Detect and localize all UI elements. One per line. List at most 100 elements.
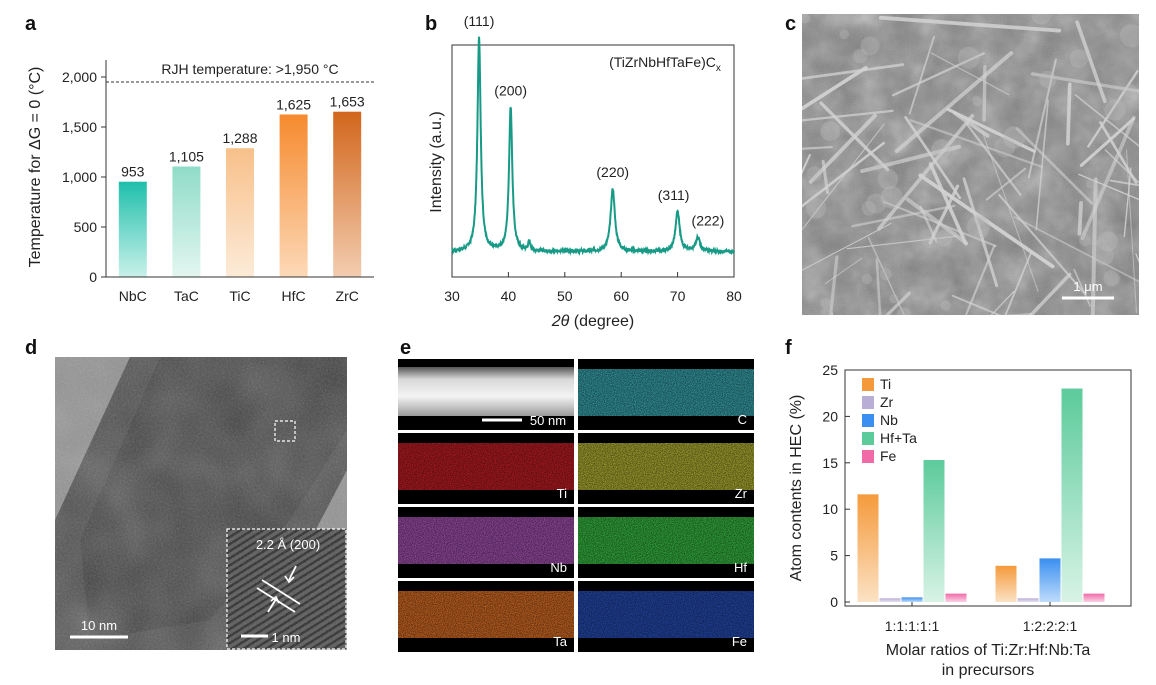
chart-a-reference-label: RJH temperature: >1,950 °C [161,61,338,77]
chart-f-legend-swatch [862,450,874,463]
panel-label-f: f [785,337,792,359]
chart-a-data-label: 1,625 [276,97,311,113]
eds-map-label: Ti [557,486,567,501]
chart-a-data-label: 1,288 [222,130,257,146]
tem-image: 10 nm 2.2 Å (200) 1 nm [55,357,347,650]
chart-f-bar-zr [879,598,901,602]
eds-map-label: Zr [735,486,748,501]
chart-f-bar-ti [995,565,1017,602]
chart-b-title-main: (TiZrNbHfTaFe)C [609,54,716,70]
eds-map-zr: Zr [578,433,754,504]
tem-inset-label: 2.2 Å (200) [256,537,320,552]
chart-b-title: (TiZrNbHfTaFe)Cx [609,54,721,74]
chart-b-xtick-label: 70 [670,288,686,304]
chart-a-bar-tic [226,148,254,277]
chart-f-legend-swatch [862,396,874,409]
chart-f-xtick-label: 1:2:2:2:1 [1023,618,1078,634]
chart-a-xtick-label: TiC [229,288,250,304]
chart-f-bar-hfta [1061,388,1083,602]
chart-f-ytick-label: 5 [830,548,838,564]
tem-inset-scalebar-label: 1 nm [272,630,301,645]
chart-f-ylabel: Atom contents in HEC (%) [788,395,805,582]
eds-map-nb: Nb [398,507,574,578]
chart-a-xtick-label: HfC [282,288,306,304]
chart-f-bar-nb [901,597,923,602]
chart-f-ytick-label: 0 [830,594,838,610]
chart-b-xtick-label: 40 [501,288,517,304]
chart-b-title-sub: x [716,63,721,74]
chart-f-legend-swatch [862,414,874,427]
chart-f-bar-nb [1039,558,1061,602]
chart-f-ytick-label: 15 [822,455,838,471]
chart-a-bar: Temperature for ΔG = 0 (°C) 0 500 1,000 1,5… [27,60,374,304]
eds-map-haadf [398,359,574,430]
chart-b-peak-label: (111) [464,13,495,29]
eds-scalebar-label: 50 nm [530,413,566,428]
chart-a-ylabel: Temperature for ΔG = 0 (°C) [27,67,44,268]
chart-f-bar-ti [857,494,879,602]
chart-b-xtick-label: 80 [726,288,742,304]
tem-selection-box [274,420,296,442]
chart-f-legend-swatch [862,378,874,391]
chart-a-ytick-label: 2,000 [62,69,97,85]
chart-a-bar-tac [172,166,201,277]
panel-label-b: b [425,13,437,35]
chart-a-bar-zrc [333,111,362,277]
chart-f-legend-label: Fe [880,448,897,464]
panel-label-a: a [25,13,37,35]
eds-map-hf: Hf [578,507,754,578]
chart-a-data-label: 1,105 [169,149,204,165]
chart-a-reference: RJH temperature: >1,950 °C [106,61,374,83]
chart-b-frame [451,44,735,278]
chart-f-legend: Ti Zr Nb Hf+Ta Fe [862,376,917,464]
chart-a-ytick-label: 0 [89,269,97,285]
panel-label-e: e [400,337,411,359]
chart-f-bar-zr [1017,598,1039,602]
tem-inset: 2.2 Å (200) 1 nm [226,528,347,650]
chart-f-bar: Atom contents in HEC (%) 0 5 10 15 20 25 1:1:1… [788,362,1132,679]
chart-a-xtick-label: TaC [174,288,199,304]
chart-f-xtick-label: 1:1:1:1:1 [885,618,940,634]
chart-b-xtick-label: 50 [557,288,573,304]
eds-map-ti: Ti [398,433,574,504]
sem-scalebar-label: 1 μm [1073,279,1102,294]
chart-b-xlabel-italic: 2θ [551,313,570,330]
chart-f-bar-fe [1083,593,1105,602]
eds-map-label: Nb [550,560,567,575]
chart-f-legend-label: Hf+Ta [880,430,917,446]
chart-b-peak-label: (220) [596,164,629,180]
chart-b-peak-label: (200) [494,83,527,99]
chart-b-xtick-label: 60 [613,288,629,304]
chart-b-peak-label: (311) [658,187,690,203]
chart-f-bar-fe [945,593,967,602]
tem-scalebar-label: 10 nm [81,618,117,633]
tem-arrow-icon [267,598,277,613]
chart-a-xtick-label: NbC [119,288,147,304]
chart-f-legend-swatch [862,432,874,445]
eds-map-label: Ta [553,634,568,649]
tem-arrow-icon [288,565,297,581]
chart-a-ytick-label: 1,500 [62,119,97,135]
chart-b-series-line [451,36,735,257]
chart-f-ytick-label: 25 [822,362,838,378]
chart-a-data-label: 1,653 [330,94,365,110]
chart-a-bar-nbc [118,181,147,277]
chart-b-xtick-label: 30 [444,288,460,304]
eds-map-fe: Fe [578,581,754,652]
chart-f-ytick-label: 10 [822,501,838,517]
sem-image: 1 μm [802,14,1139,315]
chart-a-ytick-label: 500 [74,219,98,235]
eds-maps: C Ti Zr Nb Hf Ta Fe 50 nm [398,359,754,652]
chart-a-yaxis: 0 500 1,000 1,500 2,000 [62,60,107,285]
panel-label-c: c [785,13,796,35]
eds-map-c: C [578,359,754,430]
chart-b-peak-label: (222) [692,213,725,229]
chart-f-xlabel-line2: in precursors [942,662,1034,679]
eds-map-label: Fe [732,634,747,649]
chart-a-ytick-label: 1,000 [62,169,97,185]
chart-f-ytick-label: 20 [822,408,838,424]
eds-map-label: Hf [734,560,747,575]
eds-map-ta: Ta [398,581,574,652]
chart-b-xlabel-rest: (degree) [569,313,634,330]
